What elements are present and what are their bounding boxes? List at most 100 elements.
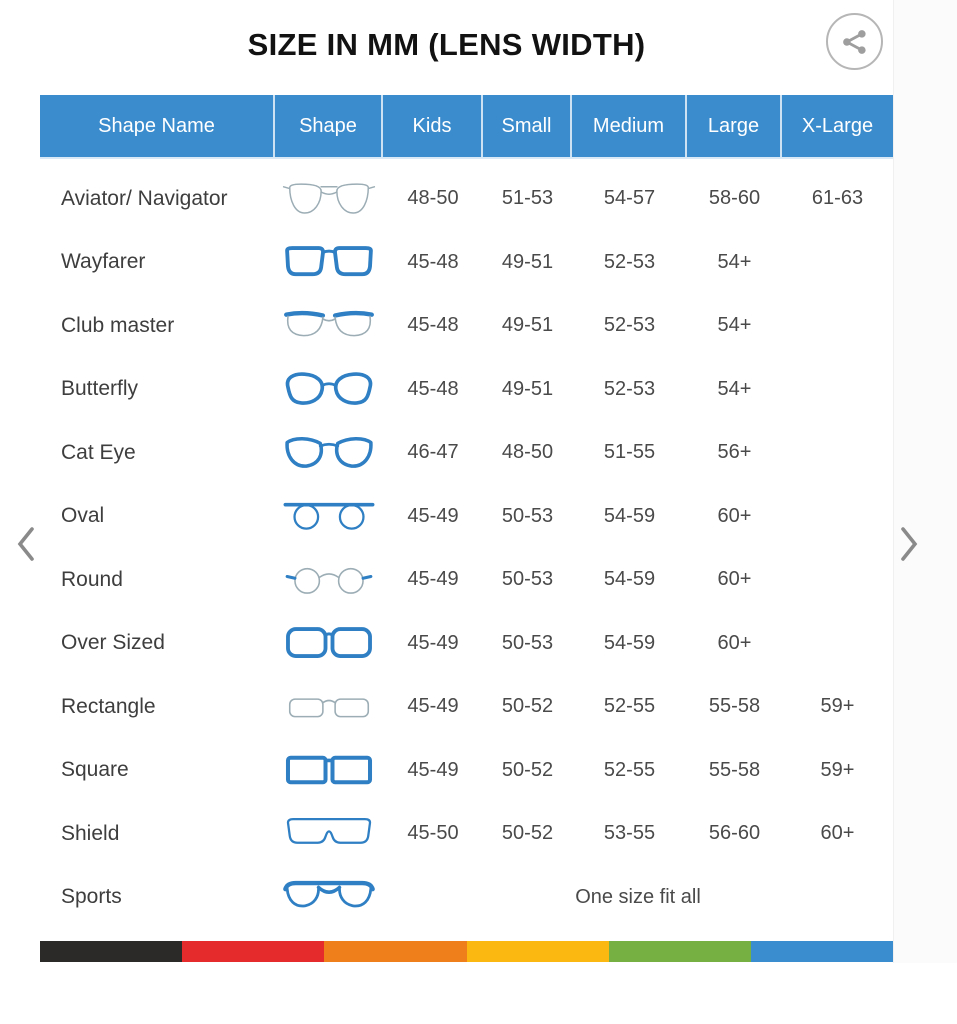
size-cell-x-large: 60+ bbox=[820, 822, 855, 845]
table-row: Sports One size fit all bbox=[40, 866, 893, 930]
stripe-segment bbox=[182, 941, 325, 962]
share-icon bbox=[840, 27, 870, 57]
aviator-glasses-icon bbox=[281, 179, 377, 219]
size-cell-large: 54+ bbox=[717, 314, 752, 337]
shape-name-cell: Club master bbox=[61, 313, 175, 337]
carousel-next-button[interactable] bbox=[896, 522, 926, 566]
size-cell-medium: 54-59 bbox=[603, 568, 656, 591]
chevron-right-icon bbox=[896, 523, 926, 565]
size-cell-medium: 52-55 bbox=[603, 695, 656, 718]
size-cell-kids: 45-49 bbox=[407, 504, 459, 527]
square-glasses-icon bbox=[281, 750, 377, 790]
column-header-shape-name: Shape Name bbox=[40, 95, 275, 157]
size-cell-small: 49-51 bbox=[501, 314, 554, 337]
size-cell-kids: 45-49 bbox=[407, 568, 459, 591]
shape-name-cell: Rectangle bbox=[61, 694, 156, 718]
size-cell-small: 50-53 bbox=[501, 568, 554, 591]
column-header-x-large: X-Large bbox=[801, 114, 874, 137]
table-row: Oval 45-49 50-53 54-59 60+ bbox=[40, 485, 893, 549]
shape-name-cell: Square bbox=[61, 758, 129, 782]
carousel-prev-button[interactable] bbox=[13, 522, 43, 566]
size-cell-small: 50-53 bbox=[501, 504, 554, 527]
size-cell-x-large: 59+ bbox=[820, 695, 855, 718]
size-cell-kids: 45-49 bbox=[407, 631, 459, 654]
size-cell-medium: 52-53 bbox=[603, 377, 656, 400]
stripe-segment bbox=[466, 941, 609, 962]
size-cell-small: 50-52 bbox=[501, 695, 554, 718]
size-cell-small: 48-50 bbox=[501, 441, 554, 464]
shape-cell bbox=[275, 623, 383, 663]
cateye-glasses-icon bbox=[281, 433, 377, 473]
table-row: Square 45-49 50-52 52-55 55-58 59+ bbox=[40, 739, 893, 803]
shape-cell bbox=[275, 306, 383, 346]
size-cell-large: 60+ bbox=[717, 504, 752, 527]
shape-cell bbox=[275, 179, 383, 219]
share-button[interactable] bbox=[826, 13, 883, 70]
size-cell-kids: 45-49 bbox=[407, 758, 459, 781]
table-row: Round 45-49 50-53 54-59 60+ bbox=[40, 548, 893, 612]
size-cell-small: 50-52 bbox=[501, 822, 554, 845]
size-cell-small: 50-52 bbox=[501, 758, 554, 781]
shape-cell bbox=[275, 560, 383, 600]
shape-name-cell: Wayfarer bbox=[61, 250, 146, 274]
color-stripe bbox=[40, 941, 894, 962]
size-cell-kids: 45-48 bbox=[407, 250, 459, 273]
shape-name-cell: Shield bbox=[61, 821, 120, 845]
size-cell-small: 50-53 bbox=[501, 631, 554, 654]
shape-name-cell: Oval bbox=[61, 504, 105, 528]
size-cell-large: 55-58 bbox=[708, 695, 761, 718]
shape-cell bbox=[275, 369, 383, 409]
size-cell-medium: 52-55 bbox=[603, 758, 656, 781]
table-row: Shield 45-50 50-52 53-55 56-60 60+ bbox=[40, 802, 893, 866]
size-cell-x-large: 59+ bbox=[820, 758, 855, 781]
shape-name-cell: Sports bbox=[61, 885, 122, 909]
size-cell-kids: 45-48 bbox=[407, 314, 459, 337]
size-cell-medium: 51-55 bbox=[603, 441, 656, 464]
size-cell-large: 54+ bbox=[717, 377, 752, 400]
shape-cell bbox=[275, 877, 383, 917]
size-cell-kids: 45-49 bbox=[407, 695, 459, 718]
size-cell-large: 55-58 bbox=[708, 758, 761, 781]
table-row: Club master 45-48 49-51 52-53 54+ bbox=[40, 294, 893, 358]
right-edge-strip bbox=[893, 0, 957, 963]
shape-cell bbox=[275, 496, 383, 536]
stripe-segment bbox=[324, 941, 467, 962]
size-cell-x-large: 61-63 bbox=[811, 187, 864, 210]
rectangle-glasses-icon bbox=[281, 687, 377, 727]
size-cell-medium: 52-53 bbox=[603, 250, 656, 273]
oversized-glasses-icon bbox=[281, 623, 377, 663]
shape-name-cell: Cat Eye bbox=[61, 440, 136, 464]
shape-name-cell: Butterfly bbox=[61, 377, 139, 401]
shape-name-cell: Aviator/ Navigator bbox=[61, 186, 228, 210]
size-cell-small: 49-51 bbox=[501, 377, 554, 400]
shape-cell bbox=[275, 687, 383, 727]
chevron-left-icon bbox=[13, 523, 43, 565]
size-cell-medium: 53-55 bbox=[603, 822, 656, 845]
column-header-shape: Shape bbox=[275, 95, 383, 157]
one-size-cell: One size fit all bbox=[575, 885, 701, 908]
stripe-segment bbox=[608, 941, 751, 962]
stripe-segment bbox=[40, 941, 183, 962]
table-row: Aviator/ Navigator 48-50 51-53 54-57 58-60 6… bbox=[40, 167, 893, 231]
size-cell-large: 60+ bbox=[717, 568, 752, 591]
size-cell-large: 56-60 bbox=[708, 822, 761, 845]
size-cell-kids: 48-50 bbox=[407, 187, 459, 210]
table-row: Butterfly 45-48 49-51 52-53 54+ bbox=[40, 358, 893, 422]
shape-cell bbox=[275, 433, 383, 473]
size-cell-large: 58-60 bbox=[708, 187, 761, 210]
table-row: Wayfarer 45-48 49-51 52-53 54+ bbox=[40, 231, 893, 295]
table-row: Cat Eye 46-47 48-50 51-55 56+ bbox=[40, 421, 893, 485]
shape-name-cell: Over Sized bbox=[61, 631, 165, 655]
size-cell-medium: 52-53 bbox=[603, 314, 656, 337]
column-header-large: Large bbox=[687, 95, 782, 157]
shield-glasses-icon bbox=[281, 814, 377, 854]
size-cell-medium: 54-57 bbox=[603, 187, 656, 210]
size-cell-large: 60+ bbox=[717, 631, 752, 654]
size-cell-kids: 45-48 bbox=[407, 377, 459, 400]
size-cell-small: 49-51 bbox=[501, 250, 554, 273]
size-cell-kids: 46-47 bbox=[407, 441, 459, 464]
oval-glasses-icon bbox=[281, 496, 377, 536]
round-glasses-icon bbox=[281, 560, 377, 600]
table-body: Aviator/ Navigator 48-50 51-53 54-57 58-60 6… bbox=[40, 167, 893, 929]
